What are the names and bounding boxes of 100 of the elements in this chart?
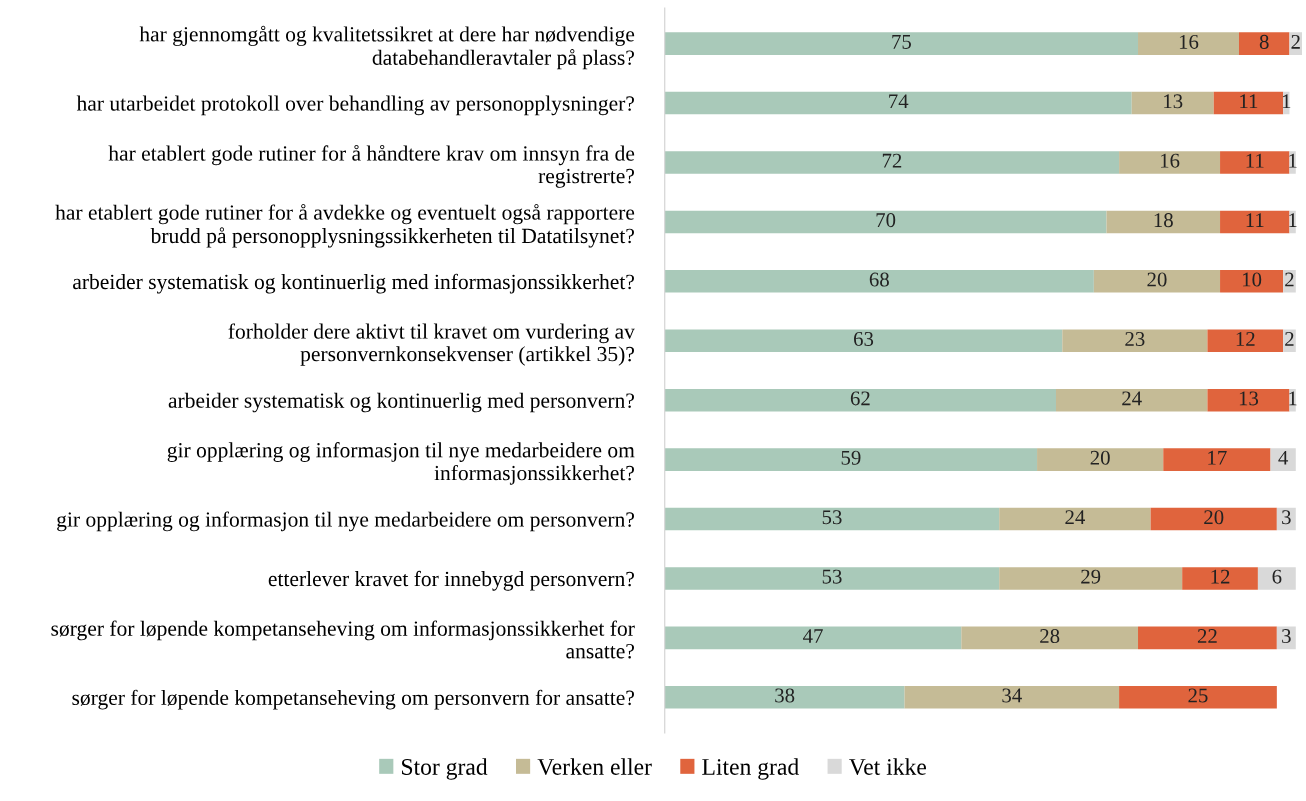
y-tick-label: har etablert gode rutiner for å avdekke og eventuelt også rapportere brudd på personopplysningssikkerheten til Datatilsynet?	[55, 204, 635, 248]
data-label: 70	[876, 213, 896, 228]
bar	[1055, 388, 1208, 412]
bar	[1220, 270, 1284, 293]
bar	[1150, 507, 1277, 531]
data-label: 1	[1289, 153, 1297, 168]
bar	[664, 329, 1063, 353]
bar	[664, 91, 1132, 115]
data-label: 16	[1160, 153, 1180, 168]
bar	[1283, 329, 1296, 353]
bar	[999, 507, 1151, 531]
data-label: 1	[1282, 94, 1291, 109]
y-tick-label: arbeider systematisk og kontinuerlig med informasjonssikkerhet?	[73, 273, 634, 294]
bar	[1093, 270, 1221, 293]
data-label: 11	[1246, 153, 1264, 168]
bar	[1182, 567, 1258, 590]
bar	[1119, 685, 1277, 709]
data-label: 20	[1147, 272, 1167, 287]
data-label: 3	[1282, 510, 1291, 525]
data-label: 6	[1272, 569, 1282, 584]
bar	[1106, 210, 1221, 234]
data-label: 12	[1211, 569, 1230, 584]
data-label: 17	[1208, 450, 1227, 465]
data-label: 20	[1090, 450, 1110, 465]
data-label: 11	[1240, 94, 1258, 109]
bar	[664, 270, 1094, 293]
bar	[1163, 448, 1271, 471]
data-label: 53	[822, 569, 842, 584]
bar	[1207, 388, 1290, 412]
data-label: 34	[1002, 688, 1022, 703]
data-label: 72	[882, 153, 902, 168]
bar	[664, 388, 1056, 412]
data-label: 12	[1236, 331, 1255, 346]
data-label: 20	[1204, 510, 1224, 525]
bar	[1220, 210, 1290, 234]
legend-label: Liten grad	[702, 758, 799, 780]
y-tick-label: forholder dere aktivt til kravet om vurdering av personvernkonsekvenser (artikkel 35)?	[228, 323, 635, 366]
y-tick-label: gir opplæring og informasjon til nye medarbeidere om informasjonssikkerhet?	[167, 442, 635, 485]
bar	[1207, 329, 1284, 353]
bar	[1220, 151, 1290, 174]
legend-label: Stor grad	[402, 758, 488, 780]
bar	[1138, 32, 1239, 55]
data-label: 24	[1122, 391, 1142, 406]
data-label: 13	[1239, 391, 1259, 406]
data-label: 2	[1285, 272, 1294, 287]
data-label: 53	[822, 510, 842, 525]
data-label: 11	[1246, 213, 1264, 227]
bar	[1037, 448, 1164, 471]
bar	[664, 507, 1000, 531]
data-label: 22	[1197, 629, 1217, 643]
data-label: 47	[803, 629, 823, 643]
data-label: 3	[1282, 629, 1291, 644]
bar	[1270, 448, 1296, 471]
data-label: 4	[1278, 450, 1289, 465]
bar	[664, 151, 1120, 174]
bar	[961, 626, 1139, 650]
data-label: 16	[1179, 34, 1199, 49]
bar	[1257, 567, 1296, 590]
bar	[664, 626, 962, 650]
bar	[1138, 626, 1277, 650]
bar	[1062, 329, 1208, 353]
data-label: 23	[1125, 331, 1145, 346]
data-label: 62	[850, 391, 870, 406]
y-tick-label: etterlever kravet for innebygd personvern?	[268, 570, 634, 591]
data-label: 13	[1164, 94, 1183, 109]
data-label: 8	[1259, 34, 1269, 49]
bar	[664, 685, 905, 709]
data-label: 59	[841, 450, 861, 465]
bar	[999, 567, 1183, 590]
legend-label: Vet ikke	[849, 758, 926, 776]
y-tick-label: har etablert gode rutiner for å håndtere krav om innsyn fra de registrerte?	[108, 144, 635, 188]
data-label: 63	[854, 331, 874, 346]
y-tick-label: gir opplæring og informasjon til nye medarbeidere om personvern?	[57, 511, 635, 532]
bar	[1131, 91, 1214, 115]
legend-label: Verken eller	[537, 758, 652, 776]
y-tick-label: har gjennomgått og kvalitetssikret at dere har nødvendige databehandleravtaler på plass?	[139, 25, 635, 70]
data-label: 2	[1291, 34, 1300, 49]
data-label: 24	[1065, 510, 1086, 525]
bar	[1213, 91, 1284, 115]
data-label: 2	[1285, 331, 1294, 346]
y-tick-label: sørger for løpende kompetanseheving om informasjonssikkerhet for ansatte?	[51, 620, 635, 659]
data-label: 38	[775, 688, 795, 703]
data-label: 29	[1081, 569, 1101, 584]
data-label: 75	[892, 35, 911, 49]
bar	[1283, 270, 1296, 293]
bar	[904, 685, 1120, 709]
data-label: 10	[1243, 272, 1262, 287]
y-tick-label: arbeider systematisk og kontinuerlig med personvern?	[168, 392, 634, 413]
data-label: 1	[1289, 213, 1297, 227]
bar	[664, 32, 1139, 55]
y-tick-label: sørger for løpende kompetanseheving om personvern for ansatte?	[72, 689, 634, 710]
y-tick-label: har utarbeidet protokoll over behandling av personopplysninger?	[76, 95, 634, 116]
data-label: 18	[1154, 213, 1173, 228]
bar	[1238, 32, 1290, 55]
bar	[664, 448, 1038, 471]
data-label: 1	[1289, 391, 1297, 406]
data-label: 25	[1188, 688, 1208, 703]
data-label: 74	[889, 94, 909, 109]
bar	[664, 210, 1107, 234]
data-label: 28	[1040, 629, 1060, 644]
